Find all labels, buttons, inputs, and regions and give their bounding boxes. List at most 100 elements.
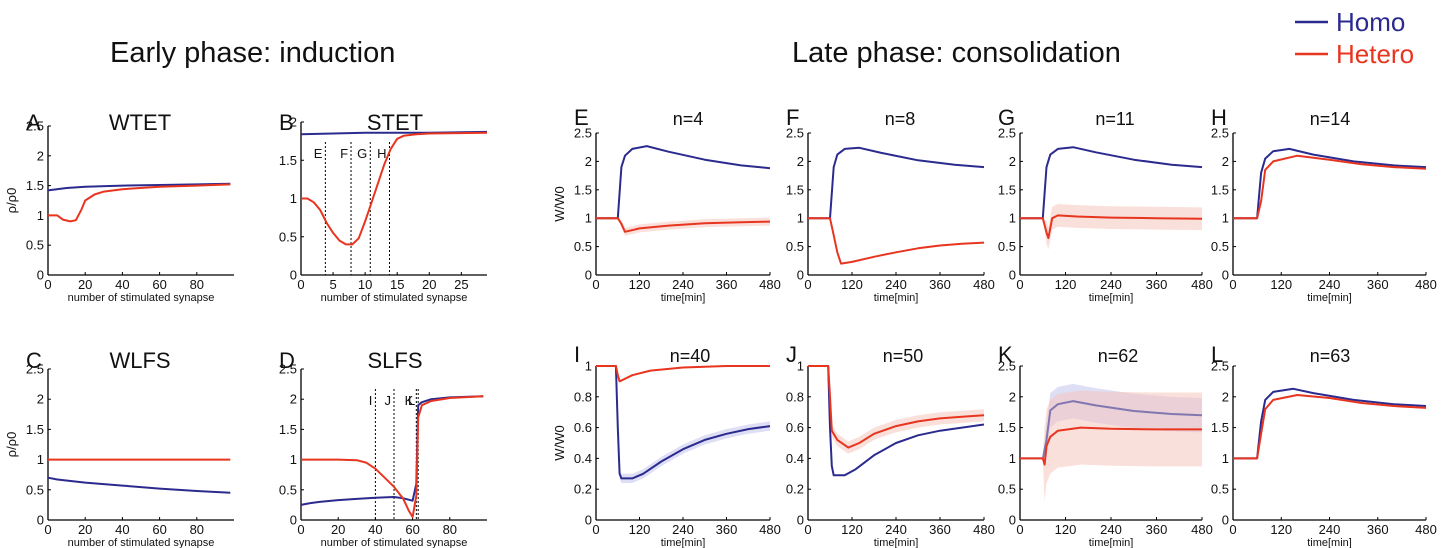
panel-l-x-tick-label: 120 — [1270, 522, 1292, 537]
panel-e: 0 120 240 360 480 0 0.5 1 1.5 2 2.5 time[min] W/W0 E n… — [552, 105, 781, 304]
panel-c-homo-line — [47, 476, 231, 494]
panel-a-y-tick-label: 2.5 — [26, 119, 44, 134]
panel-e-y-tick-label: 1 — [585, 211, 592, 226]
panel-h-x-tick-label: 480 — [1415, 277, 1437, 292]
panel-h-x-axis-label: time[min] — [1307, 292, 1352, 304]
panel-f-y-tick-label: 0 — [797, 268, 804, 283]
panel-d-y-tick-label: 0.5 — [279, 482, 297, 497]
panel-i-y-tick-label: 1 — [585, 359, 592, 374]
panel-a-homo-line — [47, 182, 231, 192]
panel-h-letter: H — [1211, 105, 1227, 130]
panel-d: 0 20 40 60 80 0 0.5 1 1.5 2 2.5 number of stimulate… — [279, 348, 487, 548]
panel-i-title: n=40 — [670, 346, 711, 366]
panel-b-x-tick-label: 0 — [297, 277, 304, 292]
panel-b-marker-label-f: F — [340, 146, 348, 161]
panel-d-y-tick-label: 2.5 — [279, 362, 297, 377]
panel-l-y-tick-label: 1 — [1222, 451, 1229, 466]
panel-j-y-tick-label: 1 — [797, 359, 804, 374]
panel-d-y-tick-label: 0 — [290, 513, 297, 528]
panel-b-x-tick-label: 25 — [454, 277, 468, 292]
panel-h-y-tick-label: 1 — [1222, 211, 1229, 226]
panel-k-x-tick-label: 360 — [1146, 522, 1168, 537]
panel-i: 0 120 240 360 480 0 0.2 0.4 0.6 0.8 1 time[min] W/W0… — [552, 342, 781, 548]
panel-c-x-axis-label: number of stimulated synapse — [68, 537, 215, 548]
panel-b-marker-label-h: H — [377, 146, 386, 161]
panel-l-x-tick-label: 0 — [1229, 522, 1236, 537]
panel-h-x-tick-label: 120 — [1270, 277, 1292, 292]
panel-a-x-tick-label: 20 — [78, 277, 92, 292]
panel-b-y-tick-label: 1.5 — [279, 153, 297, 168]
panel-k-x-tick-label: 480 — [1191, 522, 1213, 537]
panel-f-x-tick-label: 0 — [804, 277, 811, 292]
panel-e-y-tick-label: 2.5 — [574, 126, 592, 141]
panel-j-letter: J — [786, 342, 797, 367]
panel-b-marker-label-e: E — [314, 146, 323, 161]
panel-h-y-tick-label: 1.5 — [1211, 182, 1229, 197]
panel-b-x-axis-label: number of stimulated synapse — [321, 292, 468, 304]
panel-a-y-tick-label: 1.5 — [26, 178, 44, 193]
panel-i-x-axis-label: time[min] — [661, 537, 706, 548]
panel-f-letter: F — [786, 105, 799, 130]
panel-c-y-tick-label: 0.5 — [26, 482, 44, 497]
panel-c-x-tick-label: 80 — [190, 522, 204, 537]
panel-l-x-tick-label: 240 — [1319, 522, 1341, 537]
panel-f-x-tick-label: 480 — [973, 277, 995, 292]
panel-j-y-tick-label: 0.6 — [786, 420, 804, 435]
panel-e-x-tick-label: 0 — [592, 277, 599, 292]
panel-c-x-tick-label: 20 — [78, 522, 92, 537]
panel-k-homo-line — [1020, 400, 1203, 460]
panel-i-homo-band — [596, 366, 770, 483]
panel-h-x-tick-label: 240 — [1319, 277, 1341, 292]
panel-j-x-tick-label: 480 — [973, 522, 995, 537]
panel-b-x-tick-label: 10 — [358, 277, 372, 292]
panel-c-y-tick-label: 2.5 — [26, 362, 44, 377]
panel-i-homo-line — [596, 365, 771, 480]
panel-d-title: SLFS — [367, 348, 422, 373]
panel-j-y-tick-label: 0.2 — [786, 482, 804, 497]
panel-i-x-tick-label: 360 — [716, 522, 738, 537]
panel-d-marker-label-l: L — [408, 393, 415, 408]
panel-g-y-tick-label: 0.5 — [998, 239, 1016, 254]
panel-c-title: WLFS — [109, 348, 170, 373]
panel-k-y-tick-label: 1.5 — [998, 420, 1016, 435]
panel-g-y-tick-label: 0 — [1009, 268, 1016, 283]
panel-l-y-tick-label: 2 — [1222, 389, 1229, 404]
panel-f-y-tick-label: 1.5 — [786, 182, 804, 197]
panel-a-x-tick-label: 80 — [190, 277, 204, 292]
panel-l-letter: L — [1211, 342, 1223, 367]
panel-j-x-axis-label: time[min] — [874, 537, 919, 548]
panel-d-marker-label-i: I — [369, 393, 373, 408]
panel-d-x-tick-label: 80 — [443, 522, 457, 537]
panel-k-hetero-band — [1020, 390, 1202, 502]
panel-e-y-tick-label: 2 — [585, 154, 592, 169]
panel-a-y-axis-label: ρ/ρ0 — [4, 188, 19, 214]
panel-a-y-tick-label: 2 — [37, 148, 44, 163]
panel-g-y-tick-label: 1.5 — [998, 182, 1016, 197]
panel-f-y-tick-label: 2 — [797, 154, 804, 169]
panel-k-letter: K — [998, 342, 1013, 367]
early-phase-heading: Early phase: induction — [110, 37, 395, 69]
panel-i-hetero-line — [596, 365, 770, 383]
panel-d-hetero-line — [301, 395, 484, 518]
panel-k-hetero-line — [1020, 426, 1202, 466]
panel-d-x-tick-label: 60 — [405, 522, 419, 537]
panel-b-letter: B — [279, 110, 294, 135]
panel-f-x-tick-label: 120 — [841, 277, 863, 292]
panel-h-hetero-line — [1233, 154, 1427, 220]
panel-i-letter: I — [574, 342, 580, 367]
panel-b-y-tick-label: 1 — [290, 191, 297, 206]
panel-c-y-tick-label: 1 — [37, 452, 44, 467]
panel-f-title: n=8 — [885, 109, 916, 129]
panel-e-letter: E — [574, 105, 589, 130]
panel-e-y-tick-label: 0.5 — [574, 239, 592, 254]
panel-j-x-tick-label: 240 — [885, 522, 907, 537]
panel-g-y-tick-label: 2.5 — [998, 126, 1016, 141]
panel-e-x-tick-label: 240 — [672, 277, 694, 292]
panel-k-y-tick-label: 2.5 — [998, 359, 1016, 374]
panel-h-y-tick-label: 0 — [1222, 268, 1229, 283]
panel-h-y-tick-label: 0.5 — [1211, 239, 1229, 254]
panel-j-hetero-band — [808, 366, 984, 454]
panel-g-y-tick-label: 1 — [1009, 211, 1016, 226]
panel-l-x-axis-label: time[min] — [1307, 537, 1352, 548]
